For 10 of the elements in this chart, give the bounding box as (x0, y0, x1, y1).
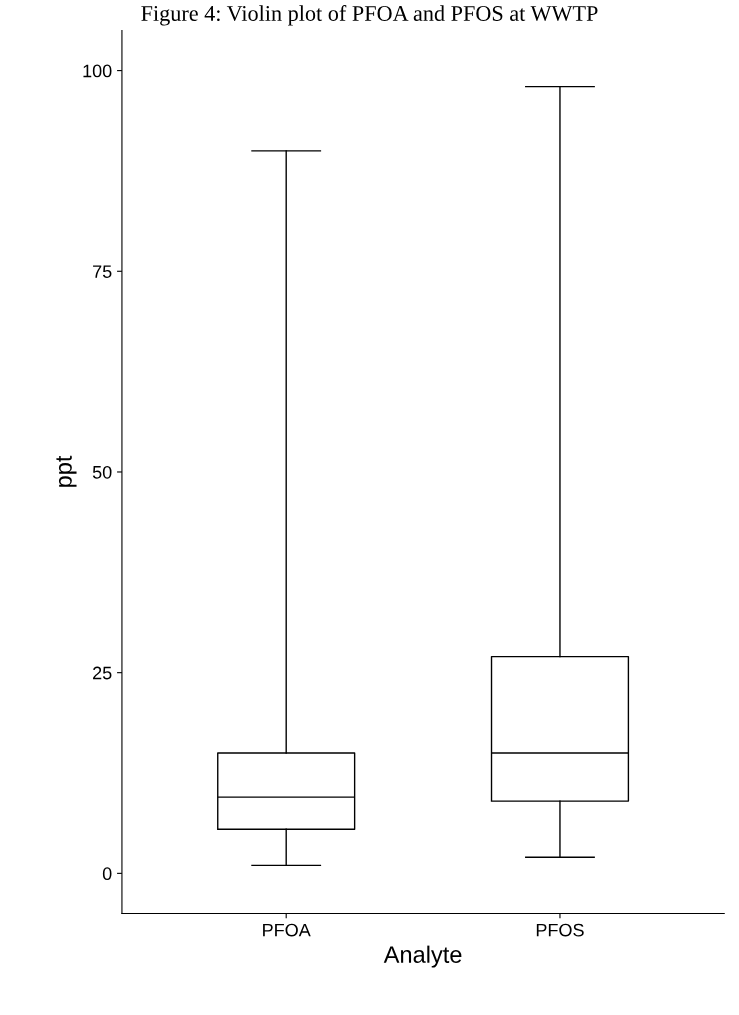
y-tick-label: 75 (93, 265, 112, 278)
x-tick-label: PFOA (263, 923, 311, 937)
x-tick-label: PFOS (536, 923, 584, 937)
y-tick-label: 0 (102, 867, 112, 881)
y-axis-title: ppt (56, 455, 77, 487)
chart-title: Figure 4: Violin plot of PFOA and PFOS at WWTP (141, 5, 598, 26)
x-axis-title: Analyte (383, 945, 462, 968)
y-tick-label: 100 (83, 64, 112, 78)
y-tick-label: 50 (92, 465, 112, 479)
y-tick-label: 25 (93, 666, 112, 680)
